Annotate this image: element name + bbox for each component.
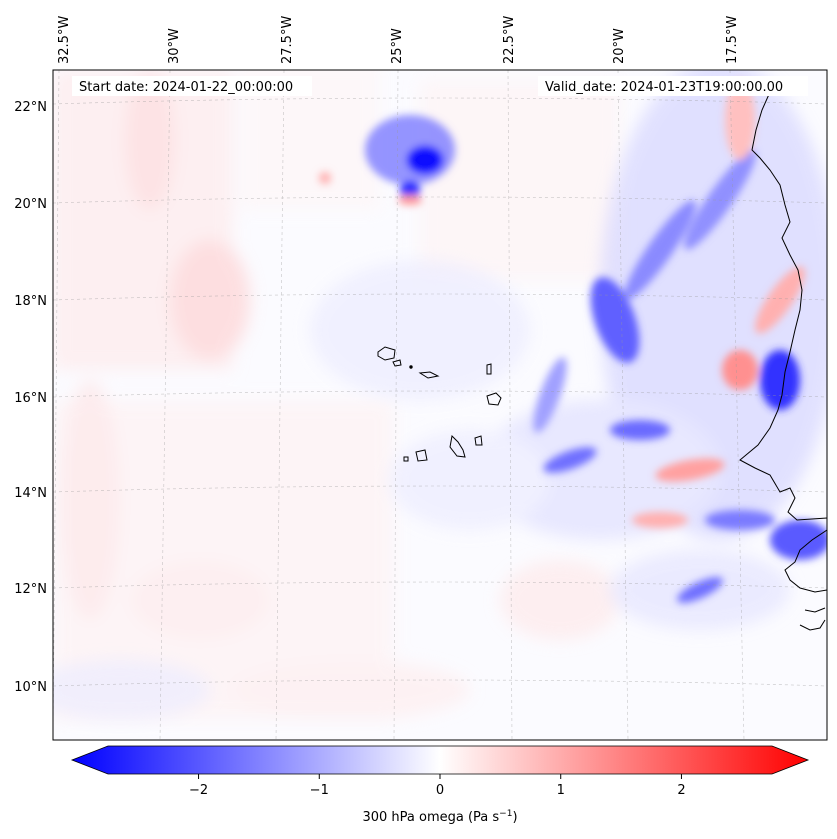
- island-fogo: [415, 449, 428, 462]
- colorbar-tick-label: −2: [189, 783, 208, 798]
- colorbar-bar: [70, 745, 810, 775]
- lat-tick-label: 22°N: [14, 100, 47, 115]
- coast-south: [784, 529, 827, 593]
- colorbar-tick-label: 0: [436, 783, 444, 798]
- valid-date-label: Valid_date: 2024-01-23T19:00:00.00: [545, 80, 783, 95]
- valid-date-box: [538, 76, 808, 96]
- lon-tick-label: 17.5°W: [725, 16, 740, 64]
- map-frame: [52, 69, 828, 741]
- coastlines: [377, 91, 827, 631]
- island-maio: [474, 435, 483, 446]
- colorbar-tick-label: 2: [677, 783, 685, 798]
- island-sao-vicente: [392, 359, 402, 367]
- gridlines: [53, 70, 827, 740]
- island-sal: [486, 363, 492, 375]
- lon-tick-label: 30°W: [167, 28, 182, 64]
- lon-tick-label: 32.5°W: [57, 16, 72, 64]
- lon-tick-label: 27.5°W: [280, 16, 295, 64]
- colorbar-ticks: −2 −1 0 1 2: [189, 774, 686, 798]
- lat-tick-label: 16°N: [14, 391, 47, 406]
- omega-field: [53, 70, 827, 720]
- lat-tick-label: 14°N: [14, 486, 47, 501]
- colorbar-tick-label: −1: [310, 783, 329, 798]
- lon-tick-label: 20°W: [612, 28, 627, 64]
- lat-tick-label: 20°N: [14, 197, 47, 212]
- island-santo-antao: [377, 346, 396, 361]
- lat-tick-label: 18°N: [14, 294, 47, 309]
- lat-tick-label: 10°N: [14, 680, 47, 695]
- colorbar: −2 −1 0 1 2 300 hPa omega (Pa s−1): [70, 745, 810, 825]
- longitude-labels: 32.5°W 30°W 27.5°W 25°W 22.5°W 20°W 17.5…: [57, 16, 740, 64]
- map-panel: Start date: 2024-01-22_00:00:00 Valid_da…: [52, 69, 828, 741]
- lon-tick-label: 22.5°W: [502, 16, 517, 64]
- start-date-box: [72, 76, 312, 96]
- island-brava: [403, 456, 409, 462]
- lat-tick-label: 12°N: [14, 582, 47, 597]
- colorbar-label: 300 hPa omega (Pa s−1): [362, 809, 517, 825]
- lon-tick-label: 25°W: [390, 28, 405, 64]
- island-boa-vista: [486, 392, 502, 406]
- latitude-labels: 22°N 20°N 18°N 16°N 14°N 12°N 10°N: [14, 100, 47, 695]
- colorbar-tick-label: 1: [557, 783, 565, 798]
- island-santiago: [449, 434, 466, 458]
- african-coast: [739, 91, 827, 521]
- island-sao-nicolau: [418, 371, 440, 379]
- start-date-label: Start date: 2024-01-22_00:00:00: [79, 80, 293, 95]
